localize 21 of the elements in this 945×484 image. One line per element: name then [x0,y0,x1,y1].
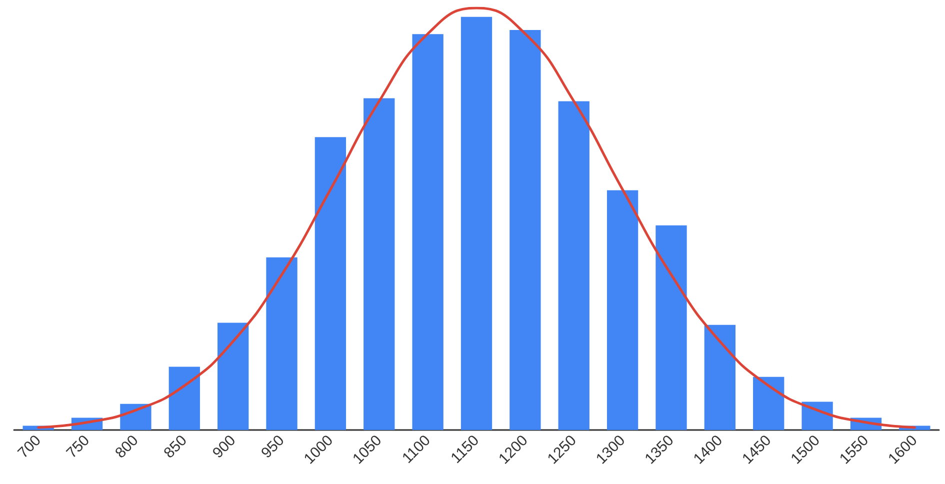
bar [510,30,541,430]
bar [460,16,492,430]
x-tick-label: 900 [209,432,240,462]
bar [218,322,249,430]
bar [364,98,395,430]
bar [753,376,784,430]
x-tick-label: 750 [63,432,94,462]
bar [314,137,346,430]
x-tick-label: 850 [160,432,190,462]
bar [802,402,833,430]
x-tick-label: 800 [112,432,142,462]
bar [168,366,200,430]
bar [266,257,298,430]
x-tick-label: 700 [14,432,44,462]
bar [120,404,152,430]
bar [558,101,590,430]
bar [606,190,638,430]
bar [656,225,687,430]
x-tick-label: 950 [258,432,288,462]
bar [704,324,736,430]
bar [412,34,444,430]
